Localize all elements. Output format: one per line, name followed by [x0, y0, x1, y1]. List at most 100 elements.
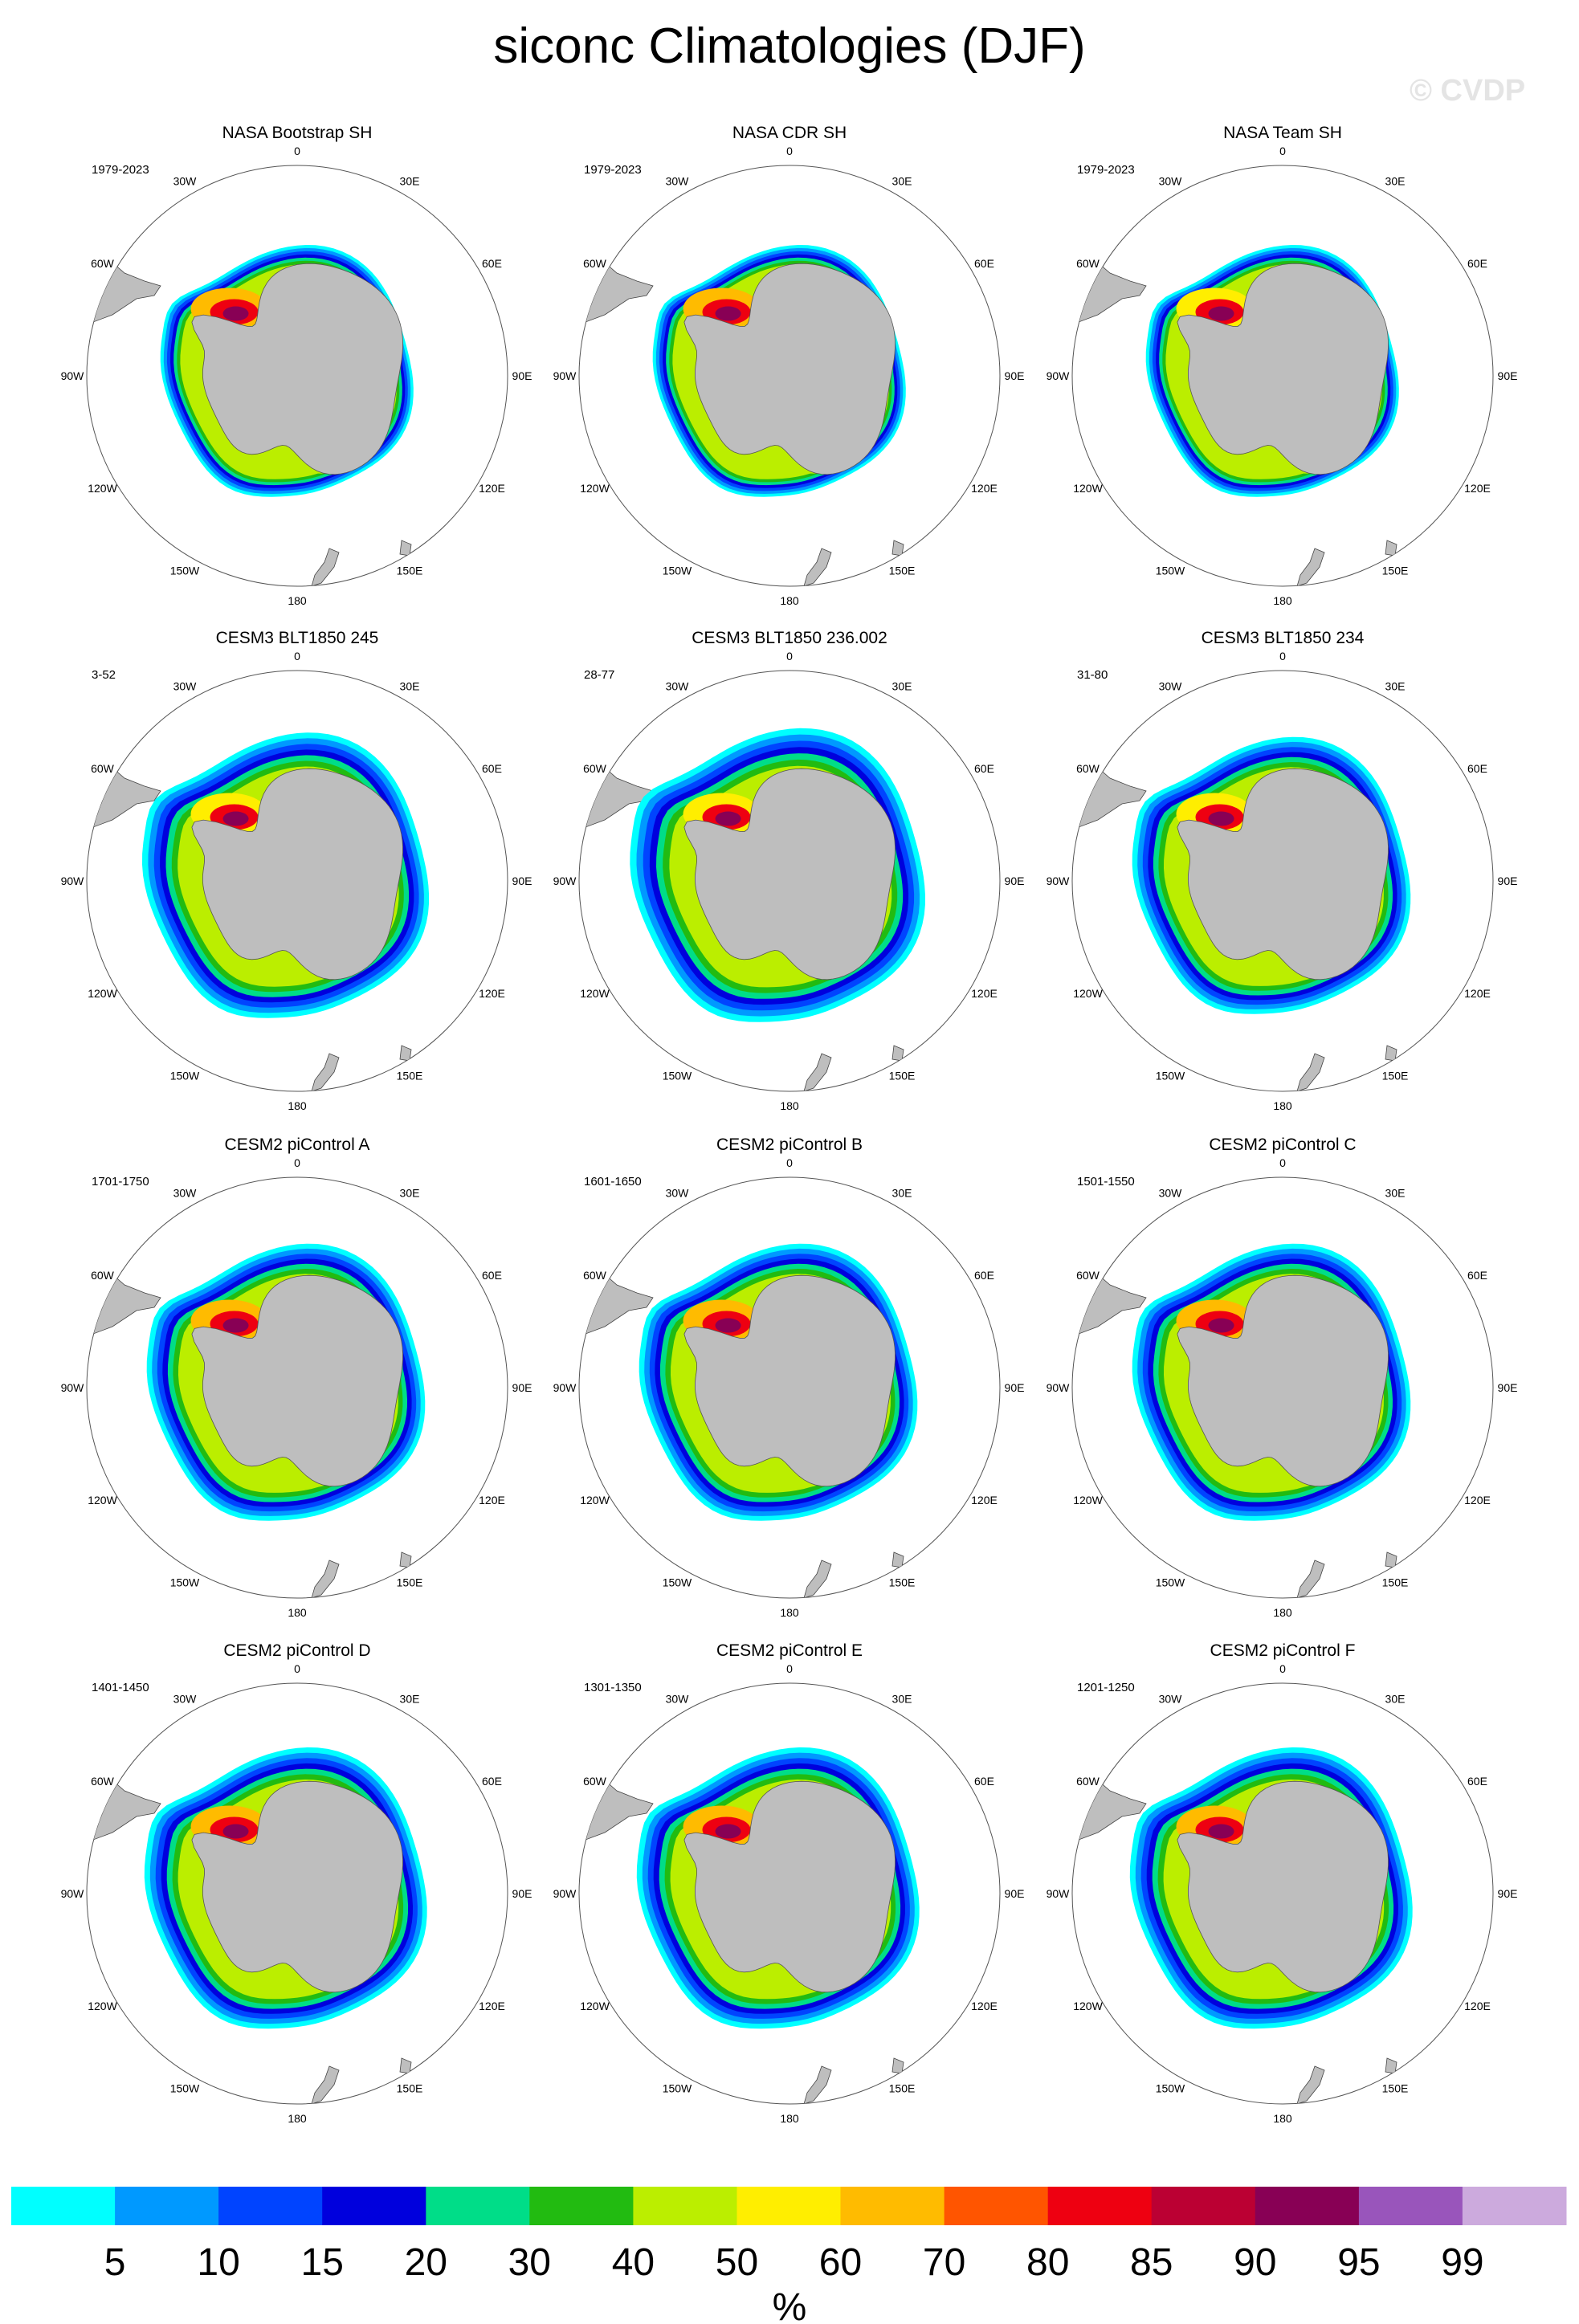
longitude-label: 0 [294, 1156, 300, 1169]
panel-period: 28-77 [584, 668, 614, 682]
longitude-label: 120E [479, 482, 505, 495]
watermark: © CVDP [1410, 74, 1526, 108]
longitude-label: 60W [583, 257, 607, 270]
longitude-label: 0 [786, 650, 793, 663]
longitude-label: 150W [170, 2081, 200, 2094]
panel-period: 1501-1550 [1077, 1175, 1135, 1189]
longitude-label: 60E [974, 762, 994, 775]
panel-title: NASA CDR SH [732, 124, 847, 142]
antarctica-land [683, 1274, 896, 1487]
panel-period: 1601-1650 [584, 1175, 642, 1189]
longitude-label: 150W [1156, 564, 1185, 577]
colorbar-segment [322, 2187, 426, 2225]
sea-ice-core [715, 1318, 741, 1333]
longitude-label: 60E [1467, 1269, 1487, 1282]
colorbar-tick-label: 60 [819, 2241, 862, 2284]
longitude-label: 90W [61, 369, 85, 382]
longitude-label: 90W [553, 1381, 577, 1394]
longitude-label: 120W [1073, 2000, 1103, 2012]
longitude-label: 90W [61, 1381, 85, 1394]
longitude-label: 120W [88, 987, 117, 1000]
panel-title: CESM3 BLT1850 236.002 [692, 629, 887, 647]
longitude-label: 120W [580, 1494, 610, 1507]
longitude-label: 120W [580, 987, 610, 1000]
longitude-label: 150W [663, 1069, 692, 1082]
longitude-label: 120E [1464, 482, 1491, 495]
map-panel: NASA Bootstrap SH 1979-2023 0 30E 60E 90E 120E… [61, 124, 532, 607]
longitude-label: 30E [400, 680, 420, 693]
longitude-label: 150E [1382, 564, 1409, 577]
panel-period: 1201-1250 [1077, 1681, 1135, 1694]
longitude-label: 0 [1279, 145, 1286, 157]
longitude-label: 180 [288, 1099, 307, 1112]
longitude-label: 120W [1073, 1494, 1103, 1507]
longitude-label: 30E [400, 1187, 420, 1200]
longitude-label: 120E [479, 2000, 505, 2012]
colorbar-tick-label: 80 [1026, 2241, 1069, 2284]
longitude-label: 60E [482, 257, 502, 270]
colorbar-segment [1462, 2187, 1567, 2225]
longitude-label: 120W [88, 482, 117, 495]
sea-ice-core [222, 1318, 249, 1333]
new-zealand-land [1296, 2065, 1325, 2104]
antarctica-land [191, 768, 403, 981]
longitude-label: 150W [1156, 2081, 1185, 2094]
longitude-label: 90W [61, 1887, 85, 1900]
panel-title: CESM2 piControl E [716, 1641, 863, 1660]
panel-period: 1701-1750 [92, 1175, 149, 1189]
longitude-label: 180 [780, 2112, 799, 2125]
longitude-label: 90E [512, 1381, 532, 1394]
new-zealand-land [311, 1053, 340, 1091]
longitude-label: 60W [91, 762, 115, 775]
panel-title: CESM2 piControl A [225, 1135, 370, 1154]
new-zealand-land [1296, 1053, 1325, 1091]
map-panel: NASA Team SH 1979-2023 0 30E 60E 90E 120E 150E 1… [1047, 124, 1518, 607]
panel-period: 1401-1450 [92, 1681, 149, 1694]
panel-title: NASA Team SH [1223, 124, 1342, 142]
longitude-label: 120W [88, 1494, 117, 1507]
sea-ice-core [1208, 811, 1234, 826]
longitude-label: 30W [173, 680, 198, 693]
longitude-label: 150E [397, 1576, 423, 1588]
panel-title: NASA Bootstrap SH [222, 124, 373, 142]
new-zealand-land [803, 1053, 832, 1091]
colorbar-tick-label: 10 [197, 2241, 239, 2284]
longitude-label: 30E [1385, 680, 1406, 693]
longitude-label: 90E [1005, 875, 1025, 887]
map-panel: CESM2 piControl A 1701-1750 0 30E 60E 90E 120E… [61, 1135, 532, 1619]
longitude-label: 150E [889, 2081, 916, 2094]
colorbar-segment [529, 2187, 634, 2225]
longitude-label: 120E [971, 1494, 998, 1507]
longitude-label: 30W [1159, 1187, 1183, 1200]
colorbar: 5 10 15 20 30 40 50 60 70 80 85 90 95 99% [11, 2187, 1567, 2324]
longitude-label: 120W [580, 2000, 610, 2012]
longitude-label: 60E [974, 1775, 994, 1788]
new-zealand-land [803, 1560, 832, 1598]
longitude-label: 60W [583, 1269, 607, 1282]
map-panel: CESM3 BLT1850 234 31-80 0 30E 60E 90E 120E 150E… [1047, 629, 1518, 1112]
map-panel: CESM2 piControl B 1601-1650 0 30E 60E 90E 120E… [553, 1135, 1025, 1619]
longitude-label: 60E [482, 762, 502, 775]
longitude-label: 30E [400, 175, 420, 188]
longitude-label: 180 [780, 1099, 799, 1112]
longitude-label: 90E [1498, 875, 1518, 887]
map-panel: CESM3 BLT1850 245 3-52 0 30E 60E 90E 120E 150E 1… [61, 629, 532, 1112]
panel-title: CESM2 piControl C [1209, 1135, 1356, 1154]
sea-ice-core [715, 1824, 741, 1839]
new-zealand-land [311, 1560, 340, 1598]
panel-period: 31-80 [1077, 668, 1108, 682]
longitude-label: 0 [294, 650, 300, 663]
longitude-label: 60W [91, 257, 115, 270]
colorbar-segment [426, 2187, 530, 2225]
antarctica-land [191, 263, 403, 475]
longitude-label: 90W [553, 369, 577, 382]
longitude-label: 120W [88, 2000, 117, 2012]
longitude-label: 150W [1156, 1576, 1185, 1588]
sea-ice-core [222, 306, 249, 321]
antarctica-land [1177, 1780, 1389, 1993]
new-zealand-land [311, 2065, 340, 2104]
longitude-label: 90E [1498, 1887, 1518, 1900]
longitude-label: 150E [397, 1069, 423, 1082]
sea-ice-core [222, 811, 249, 826]
longitude-label: 90W [1047, 875, 1071, 887]
